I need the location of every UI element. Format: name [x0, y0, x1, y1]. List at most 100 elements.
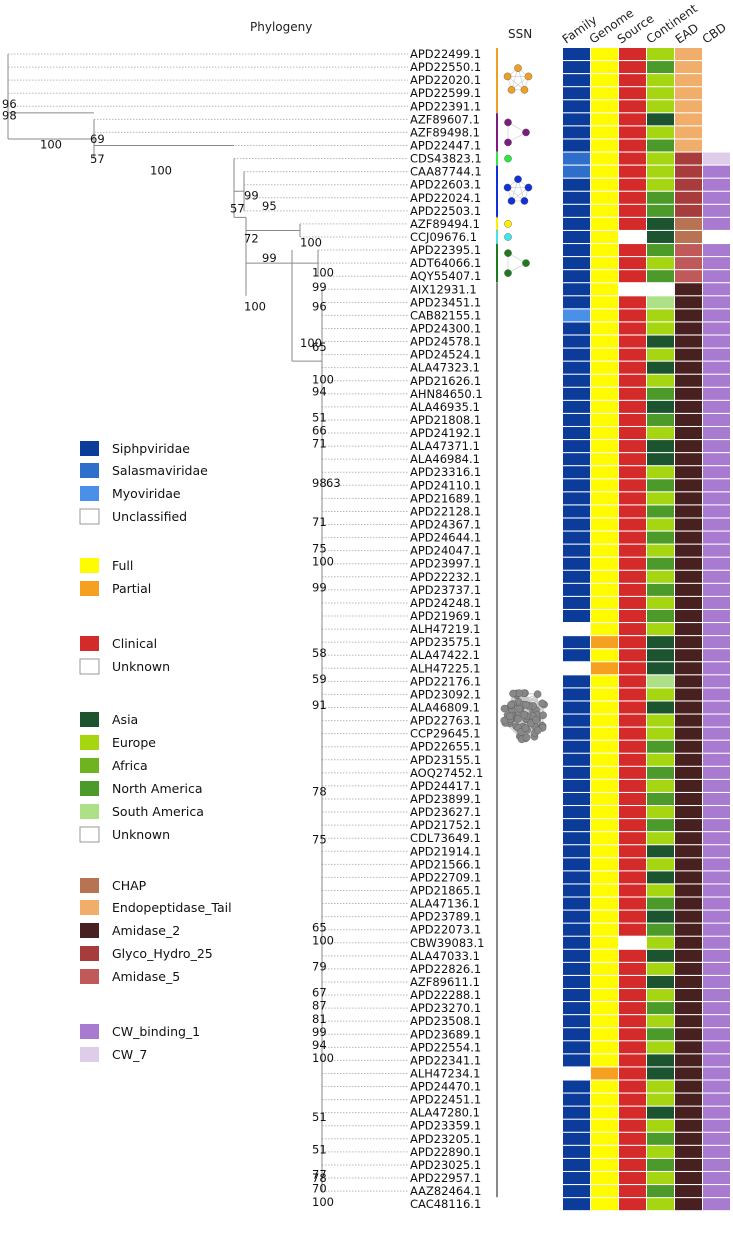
heatmap-cell [647, 570, 674, 583]
heatmap-cell [703, 753, 730, 766]
heatmap-cell [703, 413, 730, 426]
taxon-label: APD22020.1 [410, 73, 481, 87]
taxon-labels: APD22499.1APD22550.1APD22020.1APD22599.1… [410, 47, 484, 1211]
heatmap-cell [591, 662, 618, 675]
taxon-label: AZF89494.1 [410, 217, 480, 231]
heatmap-cell [591, 1172, 618, 1185]
heatmap-cell [591, 505, 618, 518]
legend-swatch [80, 923, 99, 938]
taxon-label: APD23789.1 [410, 910, 481, 924]
heatmap-cell [703, 322, 730, 335]
heatmap-cell [591, 832, 618, 845]
heatmap-cell [619, 453, 646, 466]
heatmap-cell [563, 1132, 590, 1145]
heatmap-cell [619, 1198, 646, 1211]
taxon-label: APD23508.1 [410, 1014, 481, 1028]
legend-swatch [79, 658, 100, 675]
heatmap-cell [591, 649, 618, 662]
heatmap-cell [647, 544, 674, 557]
heatmap-cell [619, 518, 646, 531]
heatmap-cell [647, 152, 674, 165]
heatmap-cell [619, 910, 646, 923]
heatmap-cell [619, 727, 646, 740]
legend-label: CHAP [112, 878, 147, 893]
heatmap-cell [591, 492, 618, 505]
heatmap-cell [647, 975, 674, 988]
support-value: 58 [312, 646, 327, 660]
ssn-node [504, 220, 512, 228]
taxon-label: ALA46809.1 [410, 701, 480, 715]
heatmap-cell [647, 374, 674, 387]
heatmap-cell [619, 1145, 646, 1158]
heatmap-cell [619, 492, 646, 505]
ssn-node [514, 64, 522, 72]
ssn-node [504, 118, 512, 127]
heatmap-cell [563, 649, 590, 662]
taxon-label: APD22341.1 [410, 1053, 481, 1067]
heatmap-cell [675, 1015, 702, 1028]
heatmap-cell [563, 492, 590, 505]
legend-label: Asia [112, 712, 138, 727]
taxon-label: APD21689.1 [410, 491, 481, 505]
heatmap-cell [619, 897, 646, 910]
support-value: 87 [312, 999, 327, 1013]
legend-swatch [80, 1047, 99, 1062]
heatmap-cell [619, 374, 646, 387]
heatmap-cell [619, 1041, 646, 1054]
heatmap-cell [647, 1158, 674, 1171]
heatmap-cell [619, 1080, 646, 1093]
heatmap-cell [647, 74, 674, 87]
heatmap-cell [591, 792, 618, 805]
heatmap-cell [703, 387, 730, 400]
taxon-label: APD22709.1 [410, 870, 481, 884]
support-value: 99 [244, 188, 259, 202]
heatmap-cell [619, 544, 646, 557]
heatmap-cell [647, 792, 674, 805]
support-value: 98 [312, 476, 327, 490]
heatmap-cell [563, 583, 590, 596]
heatmap-cell [675, 871, 702, 884]
taxon-label: APD23899.1 [410, 792, 481, 806]
heatmap-cell [675, 113, 702, 126]
heatmap-cell [591, 335, 618, 348]
legend-swatch [80, 463, 99, 478]
heatmap-cell [563, 845, 590, 858]
heatmap-cell [675, 453, 702, 466]
heatmap-cell [703, 309, 730, 322]
heatmap-cell [619, 100, 646, 113]
support-value: 94 [312, 1038, 327, 1052]
support-value: 57 [90, 152, 105, 166]
heatmap-cell [619, 819, 646, 832]
heatmap-cell [647, 531, 674, 544]
legend-swatch [79, 508, 100, 525]
heatmap-cell [619, 413, 646, 426]
heatmap-cell [591, 923, 618, 936]
ssn-node [504, 154, 512, 163]
heatmap-cell [563, 727, 590, 740]
heatmap-cell [563, 165, 590, 178]
taxon-label: APD21752.1 [410, 818, 481, 832]
heatmap-cell [619, 740, 646, 753]
support-value: 51 [312, 1142, 327, 1156]
heatmap-cell [591, 152, 618, 165]
heatmap-cell [563, 257, 590, 270]
heatmap-cell [675, 87, 702, 100]
heatmap-cell [647, 727, 674, 740]
heatmap-cell [619, 871, 646, 884]
legend-label: North America [112, 781, 203, 796]
legend-label: Unknown [112, 827, 170, 842]
heatmap-cell [675, 1067, 702, 1080]
heatmap-cell [675, 832, 702, 845]
taxon-label: ALA47422.1 [410, 648, 480, 662]
heatmap-cell [591, 400, 618, 413]
heatmap-cell [619, 806, 646, 819]
heatmap-cell [563, 126, 590, 139]
heatmap-cell [619, 884, 646, 897]
heatmap-cell [619, 688, 646, 701]
heatmap-cell [675, 230, 702, 243]
heatmap-cell [647, 1002, 674, 1015]
heatmap-cell [675, 165, 702, 178]
legend-label: Europe [112, 735, 156, 750]
heatmap-cell [703, 636, 730, 649]
